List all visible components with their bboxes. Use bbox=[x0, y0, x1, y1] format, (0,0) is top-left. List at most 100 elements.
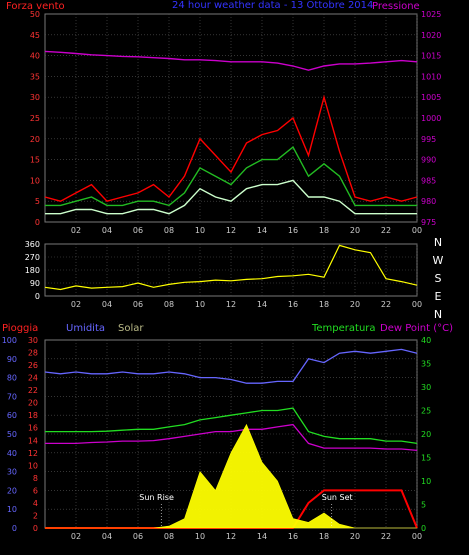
x-tick-label: 20 bbox=[350, 532, 360, 541]
wind_min-line bbox=[45, 179, 417, 215]
y-tick-label: 180 bbox=[25, 266, 40, 275]
y-tick-label: 995 bbox=[421, 135, 436, 144]
temperature-line bbox=[45, 407, 418, 445]
y-tick-label: 20 bbox=[28, 399, 38, 408]
chart-title: 24 hour weather data - 13 Ottobre 2014 bbox=[172, 0, 373, 11]
y-tick-label: 50 bbox=[7, 430, 17, 439]
direction-y-ticks: 0 90 180 270 360 bbox=[25, 240, 40, 301]
compass-label: S bbox=[435, 272, 442, 285]
x-tick-label: 00 bbox=[412, 300, 422, 309]
x-tick-label: 18 bbox=[319, 532, 329, 541]
direction-grid bbox=[44, 243, 418, 297]
x-tick-label: 10 bbox=[195, 300, 205, 309]
direction-x-ticks: 02 04 06 08 10 12 14 16 18 20 22 00 bbox=[71, 300, 422, 309]
y-tick-label: 990 bbox=[421, 156, 436, 165]
sunset-annotation: Sun Set bbox=[322, 493, 353, 502]
y-tick-label: 28 bbox=[28, 349, 38, 358]
x-tick-label: 06 bbox=[133, 226, 143, 235]
y-tick-label: 10 bbox=[28, 461, 38, 470]
y-tick-label: 35 bbox=[421, 360, 431, 369]
y-tick-label: 60 bbox=[7, 411, 17, 420]
wind-series bbox=[44, 50, 418, 215]
y-tick-label: 80 bbox=[7, 374, 17, 383]
x-tick-label: 04 bbox=[102, 226, 112, 235]
y-tick-label: 5 bbox=[35, 197, 40, 206]
y-tick-label: 975 bbox=[421, 218, 436, 227]
wind_dir-line bbox=[44, 244, 418, 291]
humidity-line bbox=[44, 348, 418, 384]
y-tick-label: 35 bbox=[30, 72, 40, 81]
y-tick-label: 40 bbox=[421, 336, 431, 345]
x-tick-label: 16 bbox=[288, 532, 298, 541]
x-tick-label: 20 bbox=[350, 300, 360, 309]
humidity-y-ticks: 0 10 20 30 40 50 60 70 80 90 100 bbox=[2, 336, 17, 533]
y-tick-label: 24 bbox=[28, 374, 38, 383]
x-tick-label: 22 bbox=[381, 532, 391, 541]
y-tick-label: 26 bbox=[28, 361, 38, 370]
y-tick-label: 0 bbox=[35, 292, 40, 301]
x-tick-label: 12 bbox=[226, 532, 236, 541]
x-tick-label: 16 bbox=[288, 300, 298, 309]
y-tick-label: 90 bbox=[7, 355, 17, 364]
y-tick-label: 50 bbox=[30, 10, 40, 19]
wind-speed-axis-title: Forza vento bbox=[6, 1, 65, 12]
x-tick-label: 00 bbox=[412, 532, 422, 541]
x-tick-label: 08 bbox=[164, 532, 174, 541]
y-tick-label: 30 bbox=[28, 336, 38, 345]
sunrise-annotation: Sun Rise bbox=[139, 493, 174, 502]
compass-label: N bbox=[434, 236, 442, 249]
y-tick-label: 16 bbox=[28, 424, 38, 433]
y-tick-label: 1010 bbox=[421, 72, 441, 81]
y-tick-label: 1000 bbox=[421, 114, 441, 123]
y-tick-label: 20 bbox=[7, 486, 17, 495]
y-tick-label: 40 bbox=[30, 52, 40, 61]
y-tick-label: 10 bbox=[30, 176, 40, 185]
x-tick-label: 04 bbox=[102, 300, 112, 309]
y-tick-label: 25 bbox=[421, 407, 431, 416]
x-tick-label: 08 bbox=[164, 226, 174, 235]
y-tick-label: 30 bbox=[30, 93, 40, 102]
compass-label: N bbox=[434, 308, 442, 321]
y-tick-label: 40 bbox=[7, 449, 17, 458]
y-tick-label: 360 bbox=[25, 240, 40, 249]
y-tick-label: 14 bbox=[28, 436, 38, 445]
y-tick-label: 70 bbox=[7, 392, 17, 401]
y-tick-label: 1005 bbox=[421, 93, 441, 102]
rain-axis-title: Pioggia bbox=[2, 323, 38, 334]
x-tick-label: 04 bbox=[102, 532, 112, 541]
pressure-axis-title: Pressione bbox=[372, 1, 420, 12]
wind-pressure-panel: Forza vento 24 hour weather data - 13 Ot… bbox=[6, 0, 441, 235]
y-tick-label: 4 bbox=[33, 499, 38, 508]
x-tick-label: 10 bbox=[195, 532, 205, 541]
compass-label: E bbox=[435, 290, 442, 303]
y-tick-label: 0 bbox=[33, 524, 38, 533]
y-tick-label: 2 bbox=[33, 511, 38, 520]
temperature-axis-title: Temperatura bbox=[311, 323, 376, 334]
x-tick-label: 12 bbox=[226, 300, 236, 309]
y-tick-label: 1020 bbox=[421, 31, 441, 40]
y-tick-label: 8 bbox=[33, 474, 38, 483]
x-tick-label: 22 bbox=[381, 300, 391, 309]
temperature-y-ticks: 0 5 10 15 20 25 30 35 40 bbox=[421, 336, 431, 533]
pressure-line bbox=[44, 50, 418, 71]
y-tick-label: 22 bbox=[28, 386, 38, 395]
y-tick-label: 20 bbox=[421, 430, 431, 439]
wind-y-ticks: 0 5 10 15 20 25 30 35 40 45 50 bbox=[30, 10, 40, 227]
atmosphere-panel: Pioggia Umidita Solar Temperatura Dew Po… bbox=[2, 323, 453, 541]
compass-label: W bbox=[433, 254, 444, 267]
wind_avg-line bbox=[45, 146, 417, 207]
x-tick-label: 10 bbox=[195, 226, 205, 235]
x-tick-label: 20 bbox=[350, 226, 360, 235]
atmosphere-x-ticks: 02 04 06 08 10 12 14 16 18 20 22 00 bbox=[71, 532, 422, 541]
x-tick-label: 14 bbox=[257, 300, 267, 309]
y-tick-label: 25 bbox=[30, 114, 40, 123]
y-tick-label: 15 bbox=[421, 454, 431, 463]
x-tick-label: 08 bbox=[164, 300, 174, 309]
wind-grid bbox=[44, 13, 418, 223]
y-tick-label: 10 bbox=[7, 505, 17, 514]
y-tick-label: 0 bbox=[35, 218, 40, 227]
dewpoint-axis-title: Dew Point (°C) bbox=[380, 323, 453, 334]
